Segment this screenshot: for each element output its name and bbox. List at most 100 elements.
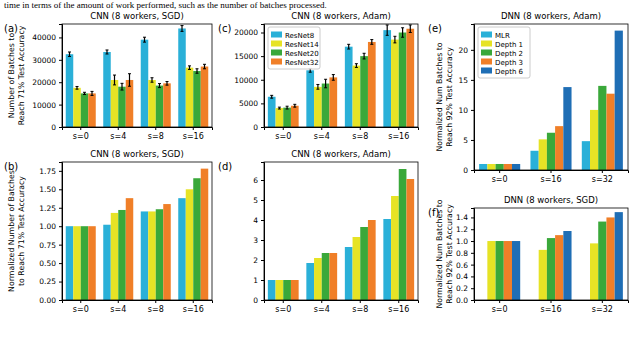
tick-label: 0.00 (39, 296, 56, 305)
tick-label: s=32 (592, 305, 613, 314)
bar (148, 211, 156, 300)
tick-label: s=4 (314, 305, 330, 314)
y-tick: 0.25 (39, 277, 62, 286)
y-tick: 0 (51, 123, 62, 132)
y-tick: 0 (253, 123, 264, 132)
tick-mark (59, 105, 62, 106)
error-cap (83, 94, 86, 95)
tick-mark (59, 82, 62, 83)
bar (201, 67, 209, 127)
tick-label: 0 (463, 166, 468, 175)
bar (590, 110, 598, 170)
tick-mark (471, 265, 474, 266)
legend-label: Depth 3 (495, 59, 523, 67)
y-tick: 5 (253, 196, 264, 205)
tick-mark (283, 300, 284, 303)
error-line (287, 106, 288, 109)
error-bar (166, 82, 169, 86)
tick-label: 5000 (239, 99, 258, 108)
error-cap (106, 54, 109, 55)
y-tick: 10000 (234, 76, 264, 85)
tick-label: 15000 (234, 52, 258, 61)
error-bar (363, 53, 366, 59)
tick-label: 1.25 (39, 204, 56, 213)
tick-label: s=8 (352, 132, 368, 141)
legend-label: ResNet32 (285, 59, 319, 67)
bar (487, 164, 495, 170)
tick-label: s=0 (492, 175, 508, 184)
legend-box (268, 27, 320, 69)
bar (563, 87, 571, 170)
panel: 05101520s=0s=16s=32DNN (8 workers, Adam)… (458, 11, 628, 184)
error-bar (76, 86, 79, 89)
bar (512, 241, 520, 300)
figure: time in terms of the amount of work perf… (0, 0, 640, 343)
tick-mark (602, 300, 603, 303)
bar (615, 31, 623, 170)
bar (504, 164, 512, 170)
error-cap (166, 81, 169, 82)
bar (563, 231, 571, 300)
error-line (394, 36, 395, 43)
panel: 05000100001500020000s=0s=4s=8s=16CNN (8 … (234, 11, 418, 141)
error-cap (128, 86, 131, 87)
tick-mark (471, 229, 474, 230)
y-tick: 40000 (32, 33, 62, 42)
bar (530, 151, 538, 170)
error-cap (324, 87, 327, 88)
tick-label: s=16 (388, 305, 409, 314)
bar (360, 227, 368, 300)
legend-label: ResNet8 (285, 32, 314, 40)
error-cap (316, 89, 319, 90)
bar (148, 80, 156, 127)
plot-frame (474, 24, 628, 170)
error-line (159, 84, 160, 88)
y-axis-title: Reach 71% Test Accuracy (17, 25, 26, 125)
bar (156, 86, 164, 127)
error-line (76, 86, 77, 89)
bar (406, 179, 414, 300)
bar (186, 68, 194, 127)
legend-swatch (481, 32, 492, 38)
panel-label: (a) (4, 23, 18, 34)
error-bar (286, 106, 289, 109)
error-bar (401, 28, 404, 37)
error-line (325, 79, 326, 88)
tick-mark (261, 260, 264, 261)
y-tick: 1.50 (39, 185, 62, 194)
y-axis-title: Normalized Num Batches to (435, 42, 444, 151)
y-tick: 30000 (32, 56, 62, 65)
bar (193, 71, 201, 127)
legend-swatch (271, 32, 282, 38)
y-tick: 15000 (234, 52, 264, 61)
bar (178, 198, 186, 300)
error-line (410, 25, 411, 33)
bar (555, 235, 563, 300)
tick-mark (551, 300, 552, 303)
x-axis: s=0s=4s=8s=16 (63, 300, 213, 314)
y-tick: 4 (253, 216, 264, 225)
y-tick: 0.4 (456, 272, 474, 281)
tick-mark (261, 33, 264, 34)
panel-label: (c) (218, 23, 231, 34)
error-bar (347, 44, 350, 49)
error-bar (278, 107, 281, 109)
bar (283, 280, 291, 300)
bar (126, 80, 134, 127)
error-cap (355, 67, 358, 68)
tick-label: 0.8 (456, 249, 468, 258)
axis-line (63, 128, 213, 131)
error-cap (293, 107, 296, 108)
error-cap (270, 98, 273, 99)
y-tick: 10000 (32, 101, 62, 110)
error-line (371, 40, 372, 45)
error-cap (332, 80, 335, 81)
bar (353, 66, 361, 127)
tick-mark (471, 276, 474, 277)
error-cap (151, 77, 154, 78)
legend-swatch (481, 41, 492, 47)
error-cap (121, 90, 124, 91)
y-tick: 1.2 (456, 225, 474, 234)
x-tick: s=4 (314, 300, 330, 314)
bars (66, 169, 209, 300)
